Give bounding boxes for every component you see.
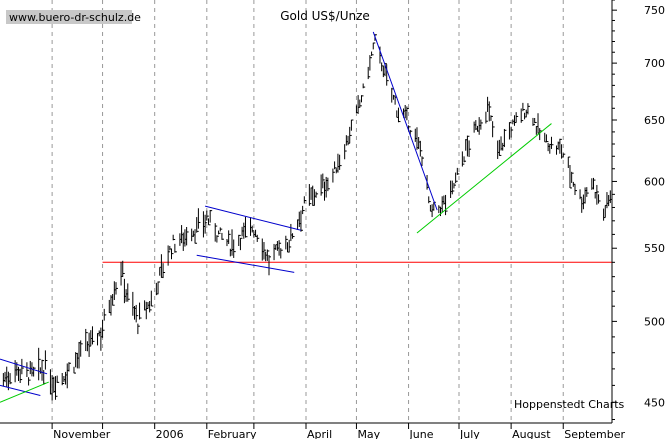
y-tick-label: 650 [644,114,665,127]
price-bars-layer [2,34,613,401]
month-label: February [208,428,257,439]
trend-line [416,123,552,234]
source-label: Hoppenstedt Charts [514,398,625,411]
month-label: June [409,428,434,439]
y-tick-label: 500 [644,315,665,328]
month-label: 2006 [156,428,184,439]
trend-line [0,384,41,396]
month-label: November [53,428,111,439]
trend-line [0,381,49,403]
month-label: September [564,428,625,439]
trend-line [372,31,438,211]
month-label: May [357,428,380,439]
month-label: April [307,428,332,439]
y-tick-label: 700 [644,57,665,70]
trend-line [204,205,302,231]
watermark-text: www.buero-dr-schulz.de [9,11,141,24]
trend-lines-layer [0,31,552,403]
month-label: August [512,428,551,439]
trend-line [0,358,48,375]
month-label: July [459,428,480,439]
trend-line [196,254,295,273]
chart-title: Gold US$/Unze [280,9,370,23]
y-tick-label: 600 [644,175,665,188]
x-axis: November 2006 February April May June July Augu… [51,423,626,439]
y-tick-label: 550 [644,242,665,255]
watermark-background [6,10,132,24]
y-tick-label: 450 [644,396,665,409]
y-tick-label: 750 [644,4,665,17]
y-axis: 450 500 550 600 650 700 750 [612,0,665,421]
